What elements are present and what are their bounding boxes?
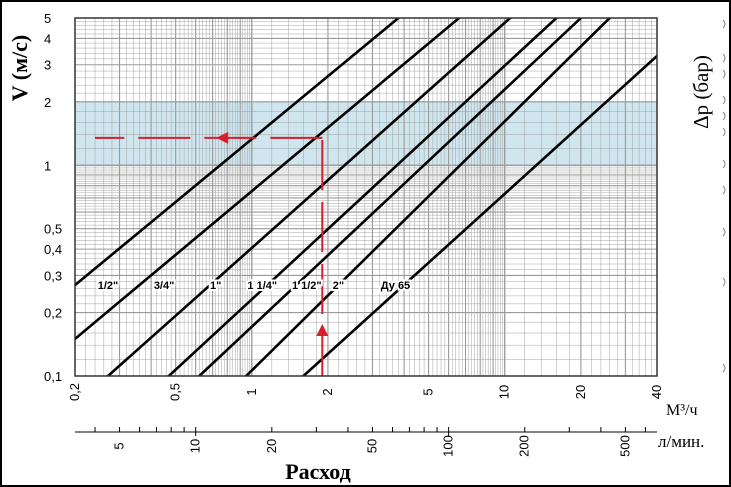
right-axis-fragment [722,111,726,121]
series-label-4: 1 1/4" [247,280,277,292]
right-axis-title: Δp (бар) [689,55,713,129]
right-axis-fragment [722,227,726,237]
x-unit-lmin: л/мин. [658,432,704,451]
x-tick-label-m3h: 5 [421,388,436,395]
series-line-4 [167,18,559,376]
y-tick-label: 4 [44,31,51,46]
y-tick-label: 0,3 [44,268,62,283]
x-unit-m3h: М³/ч [666,402,698,419]
right-axis-fragments [722,19,726,373]
x-tick-label-m3h: 0,5 [168,383,183,401]
x-tick-label-lmin: 10 [188,439,203,453]
right-axis-fragment [722,127,726,137]
x-tick-label-lmin: 500 [617,435,632,457]
y-tick-label: 0,1 [44,369,62,384]
x-axis-lmin: 5 10 20 50 100 200 500 [75,427,657,457]
y-tick-label: 1 [44,158,51,173]
y-tick-labels: 0,1 0,2 0,3 0,4 0,5 1 2 3 4 5 [44,11,62,384]
series-line-6 [244,18,612,376]
right-axis-fragment [722,53,726,63]
y-tick-label: 0,5 [44,222,62,237]
right-axis-fragment [722,277,726,287]
series-lines [75,18,657,376]
x-tick-label-m3h: 1 [244,388,259,395]
x-tick-label-m3h: 10 [497,385,512,399]
right-axis-fragment [722,95,726,105]
x-tick-labels-m3h: 0,2 0,5 1 2 5 10 20 40 [67,383,664,401]
x-tick-label-lmin: 5 [112,442,127,449]
x-tick-label-lmin: 20 [264,439,279,453]
grid [75,18,657,376]
series-label-2: 3/4" [154,280,175,292]
x-tick-label-m3h: 2 [320,388,335,395]
y-tick-label: 3 [44,58,51,73]
right-axis-fragment [722,159,726,169]
example-arrow-up [316,324,329,336]
y-tick-label: 0,2 [44,306,62,321]
y-tick-label: 2 [44,95,51,110]
y-tick-label: 0,4 [44,242,62,257]
series-line-7 [301,54,657,376]
x-tick-label-lmin: 50 [364,439,379,453]
x-tick-label-lmin: 200 [517,435,532,457]
series-line-2 [75,18,461,341]
series-line-5 [197,18,583,376]
plot-border [74,17,658,377]
series-label-1: 1/2" [98,280,119,292]
series-line-1 [75,18,401,287]
y-axis-title: V (м/с) [7,35,32,102]
x-tick-label-m3h: 20 [573,385,588,399]
series-labels: 1/2" 3/4" 1" 1 1/4" 1 1/2" 2" Ду 65 [96,278,412,294]
series-line-3 [106,18,512,376]
series-label-7: Ду 65 [381,280,410,292]
example-path [95,131,329,376]
x-tick-label-m3h: 0,2 [67,383,82,401]
right-axis-fragment [722,19,726,29]
right-axis-fragment [722,69,726,79]
recommended-velocity-band [74,101,658,166]
example-arrow-left [216,131,229,144]
series-label-6: 2" [333,280,344,292]
series-label-3: 1" [210,280,221,292]
x-tick-label-m3h: 40 [649,385,664,399]
velocity-band [74,101,658,166]
y-tick-label: 5 [44,11,51,26]
x-tick-label-lmin: 100 [441,435,456,457]
right-axis-fragment [722,363,726,373]
right-axis-fragment [722,185,726,195]
x-axis-title: Расход [285,459,351,484]
series-label-5: 1 1/2" [292,280,322,292]
